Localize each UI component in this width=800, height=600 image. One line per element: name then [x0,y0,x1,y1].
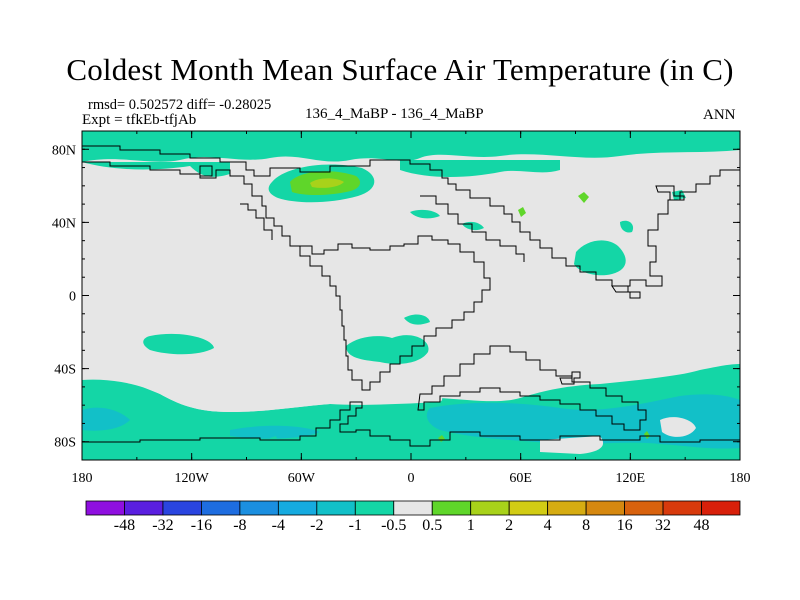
coastline [240,203,273,240]
coastline [559,371,581,385]
lon-tick-label: 60E [509,471,532,486]
coastline [82,145,740,287]
colorbar-label: 32 [655,517,672,534]
colorbar-swatch [316,500,356,516]
coastline [611,285,641,299]
stats-text: rmsd= 0.502572 diff= -0.28025 [88,97,272,113]
contour-region [82,131,740,162]
contour-region [230,425,320,439]
colorbar-swatch [547,500,587,516]
colorbar-swatch [431,500,472,516]
coastline [82,401,740,447]
contour-region [660,417,696,437]
colorbar-label: -16 [190,517,213,534]
colorbar-swatch [624,500,664,516]
coastline [199,165,213,177]
map-title: Coldest Month Mean Surface Air Temperatu… [66,52,734,87]
colorbar-label: 8 [582,517,591,534]
colorbar-swatch [124,500,164,516]
contour-region [310,178,344,188]
colorbar-label: -1 [348,517,362,534]
coastlines [82,145,740,447]
contour-region [82,407,130,431]
colorbar-swatch [662,500,702,516]
colorbar [85,500,741,516]
coastline [420,195,525,262]
colorbar-swatch [470,500,510,516]
colorbar-swatch [201,500,241,516]
contour-region [574,240,626,276]
colorbar-label: -8 [233,517,247,534]
colorbar-swatch [701,500,741,516]
lat-tick-label: 40S [54,363,76,378]
contour-region [143,333,214,355]
colorbar-label: 1 [466,517,475,534]
experiment-text: Expt = tfkEb-tfjAb [82,112,197,128]
contour-region [644,431,650,439]
colorbar-label: 0.5 [422,517,443,534]
lon-tick-label: 60W [288,471,316,486]
lon-tick-label: 120W [175,471,210,486]
colorbar-label: 48 [693,517,710,534]
colorbar-label: -2 [310,517,324,534]
lon-tick-label: 0 [408,471,415,486]
contour-region [400,160,560,177]
lon-tick-label: 180 [730,471,751,486]
lat-tick-label: 0 [69,290,76,305]
lat-tick-label: 80S [54,436,76,451]
season-label: ANN [703,107,736,123]
colorbar-label: -4 [271,517,285,534]
lat-tick-label: 40N [52,216,76,231]
colorbar-label: 2 [505,517,514,534]
lat-tick-label: 80N [52,143,76,158]
axis-ticks [81,130,741,461]
axis-labels: 80N 40N 0 40S 80S 180 120W 60W 0 60E 120E 180 [52,143,751,486]
colorbar-label: -0.5 [381,517,407,534]
coastline [82,161,491,391]
colorbar-swatch [393,500,433,516]
colorbar-label: 4 [543,517,552,534]
colorbar-label: -32 [152,517,174,534]
coastline [655,185,685,201]
contour-region [620,220,634,233]
contour-region [140,374,443,412]
coastline [417,345,647,431]
colorbar-label: -48 [113,517,136,534]
colorbar-swatch [239,500,279,516]
contour-region [404,314,430,325]
colorbar-swatch [508,500,549,516]
colorbar-swatch [162,500,202,516]
contour-region [518,207,526,217]
lon-tick-label: 120E [616,471,646,486]
contour-region [346,335,429,364]
case-text: 136_4_MaBP - 136_4_MaBP [305,106,484,122]
lon-tick-label: 180 [72,471,93,486]
colorbar-swatch [354,500,395,516]
colorbar-label: 16 [616,517,633,534]
colorbar-swatch [277,500,318,516]
contour-region [578,192,589,203]
colorbar-swatch [85,500,125,516]
contour-region [410,209,440,219]
colorbar-swatch [585,500,625,516]
contour-region [426,394,740,449]
